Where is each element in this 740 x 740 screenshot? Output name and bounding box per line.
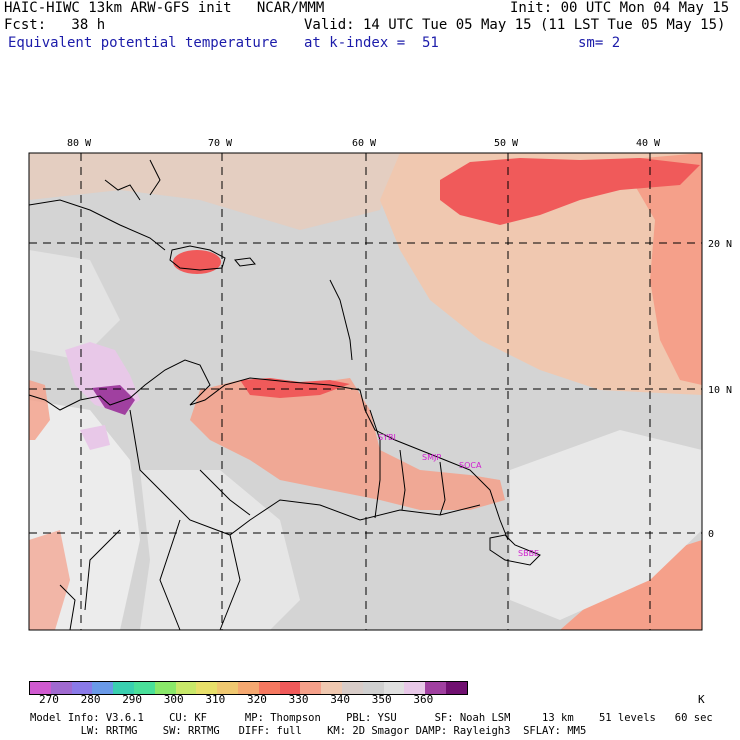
station-sbbe: SBBE (518, 549, 539, 558)
colorbar-tick-label: 300 (163, 693, 184, 706)
station-soca: SOCA (459, 461, 482, 470)
model-title: HAIC-HIWC 13km ARW-GFS init NCAR/MMM (4, 0, 325, 16)
valid-time: Valid: 14 UTC Tue 05 May 15 (11 LST Tue … (304, 17, 726, 33)
colorbar-swatch (341, 682, 363, 694)
colorbar-swatch (196, 682, 218, 694)
colorbar-tick-label: 290 (122, 693, 143, 706)
coastlines (28, 159, 541, 631)
model-info-line2: LW: RRTMG SW: RRTMG DIFF: full KM: 2D Sm… (30, 725, 587, 737)
colorbar-tick-label: 330 (288, 693, 309, 706)
smoothing-info: sm= 2 (578, 35, 621, 51)
lon-label: 50 W (494, 138, 519, 149)
colorbar-swatch (217, 682, 238, 694)
level-info: at k-index = 51 (304, 35, 439, 51)
colorbar-tick-label: 340 (330, 693, 351, 706)
colorbar-swatch (113, 682, 134, 694)
lat-label: 20 N (708, 239, 732, 250)
colorbar-swatch (445, 682, 467, 694)
colorbar-swatch (258, 682, 280, 694)
lon-label: 80 W (67, 138, 92, 149)
colorbar-swatch (383, 682, 405, 694)
colorbar-tick-label: 310 (205, 693, 226, 706)
lat-label: 10 N (708, 385, 732, 396)
colorbar-tick-label: 350 (371, 693, 392, 706)
colorbar-swatch (362, 682, 384, 694)
colorbar-swatch (300, 682, 322, 694)
colorbar-swatch (279, 682, 301, 694)
lon-label: 60 W (352, 138, 377, 149)
colorbar-swatch (71, 682, 93, 694)
colorbar-swatch (404, 682, 426, 694)
colorbar-swatch (321, 682, 342, 694)
colorbar-tick-label: 360 (413, 693, 434, 706)
lat-label: 0 (708, 529, 714, 540)
colorbar-swatch (175, 682, 197, 694)
station-sybi: SYBI (378, 433, 396, 442)
colorbar-swatch (154, 682, 176, 694)
init-time: Init: 00 UTC Mon 04 May 15 (510, 0, 730, 16)
colorbar-unit: K (698, 693, 705, 706)
colorbar-tick-label: 280 (80, 693, 101, 706)
lat-labels: 20 N 10 N 0 (708, 239, 732, 540)
model-info-line1: Model Info: V3.6.1 CU: KF MP: Thompson P… (30, 712, 713, 724)
colorbar (29, 681, 468, 695)
lon-label: 70 W (208, 138, 233, 149)
colorbar-swatch (237, 682, 259, 694)
lon-labels: 80 W 70 W 60 W 50 W 40 W (67, 138, 661, 149)
forecast-hour: Fcst: 38 h (4, 17, 106, 33)
colorbar-swatch (133, 682, 155, 694)
field-name: Equivalent potential temperature (8, 35, 278, 51)
map-frame (28, 152, 703, 631)
colorbar-swatch (425, 682, 446, 694)
colorbar-swatch (30, 682, 51, 694)
station-smjp: SMJP (422, 453, 441, 462)
colorbar-tick-label: 320 (247, 693, 267, 706)
lon-label: 40 W (636, 138, 661, 149)
colorbar-tick-label: 270 (39, 693, 59, 706)
colorbar-swatch (92, 682, 114, 694)
stations: SYBI SMJP SOCA SBBE (378, 433, 539, 558)
colorbar-swatch (50, 682, 72, 694)
grid-lines (29, 153, 702, 630)
